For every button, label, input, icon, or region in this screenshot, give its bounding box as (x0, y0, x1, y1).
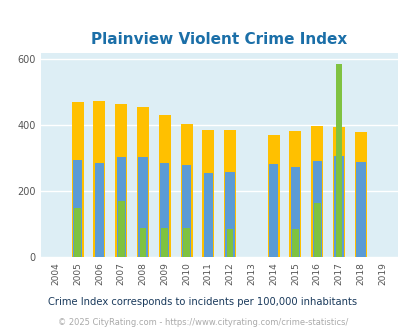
Bar (311, 126, 322, 257)
Bar (226, 229, 233, 257)
Bar (289, 131, 301, 257)
Bar (73, 160, 82, 257)
Bar (355, 162, 364, 257)
Bar (158, 115, 171, 257)
Bar (74, 208, 81, 257)
Bar (267, 135, 279, 257)
Bar (116, 157, 126, 257)
Text: Crime Index corresponds to incidents per 100,000 inhabitants: Crime Index corresponds to incidents per… (48, 297, 357, 307)
Bar (335, 64, 341, 257)
Bar (224, 130, 236, 257)
Bar (136, 107, 149, 257)
Bar (332, 127, 344, 257)
Bar (313, 203, 320, 257)
Bar (117, 201, 124, 257)
Bar (180, 124, 192, 257)
Bar (203, 173, 213, 257)
Bar (354, 132, 366, 257)
Bar (160, 163, 169, 257)
Bar (183, 228, 190, 257)
Text: © 2025 CityRating.com - https://www.cityrating.com/crime-statistics/: © 2025 CityRating.com - https://www.city… (58, 318, 347, 327)
Bar (161, 228, 168, 257)
Title: Plainview Violent Crime Index: Plainview Violent Crime Index (91, 32, 347, 48)
Bar (115, 104, 127, 257)
Bar (138, 157, 147, 257)
Bar (181, 165, 191, 257)
Bar (71, 102, 83, 257)
Bar (93, 101, 105, 257)
Bar (202, 130, 214, 257)
Bar (269, 164, 278, 257)
Bar (312, 161, 321, 257)
Bar (94, 163, 104, 257)
Bar (334, 156, 343, 257)
Bar (139, 228, 146, 257)
Bar (290, 167, 299, 257)
Bar (225, 172, 234, 257)
Bar (292, 229, 298, 257)
